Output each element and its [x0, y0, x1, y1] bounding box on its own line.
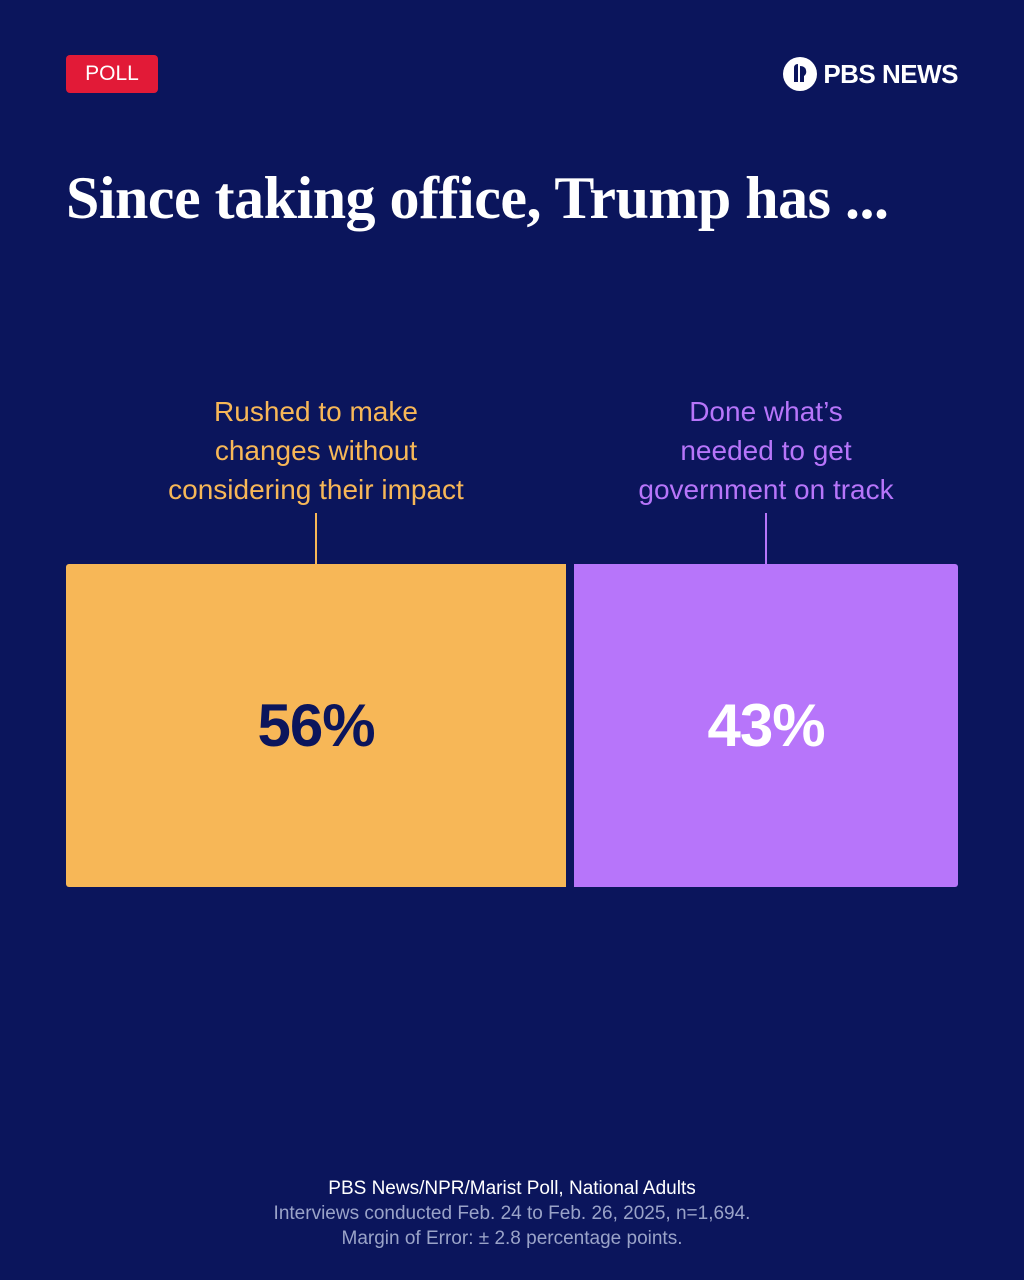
footer-margin-of-error: Margin of Error: ± 2.8 percentage points…: [341, 1228, 683, 1249]
footer-source: PBS News/NPR/Marist Poll, National Adult…: [328, 1178, 696, 1199]
pbs-head-icon: [783, 57, 818, 91]
bar-chart: 56% 43%: [66, 564, 958, 887]
category-label-2: Done what’s needed to get government on …: [638, 396, 894, 505]
bar-value-label-1: 56%: [257, 692, 375, 759]
bar-segment-1: 56%: [66, 564, 566, 887]
leader-line-2: [765, 513, 767, 564]
bar-segment-2: 43%: [574, 564, 958, 887]
category-label-1: Rushed to make changes without consideri…: [168, 396, 464, 505]
bar-value-label-2: 43%: [707, 692, 825, 759]
leader-line-1: [315, 513, 317, 564]
pbs-news-logo: PBS NEWS: [783, 56, 958, 92]
logo-text: PBS NEWS: [823, 58, 958, 89]
chart-title: Since taking office, Trump has ...: [66, 165, 889, 231]
footer-dates: Interviews conducted Feb. 24 to Feb. 26,…: [273, 1203, 751, 1224]
poll-badge: POLL: [66, 55, 158, 93]
